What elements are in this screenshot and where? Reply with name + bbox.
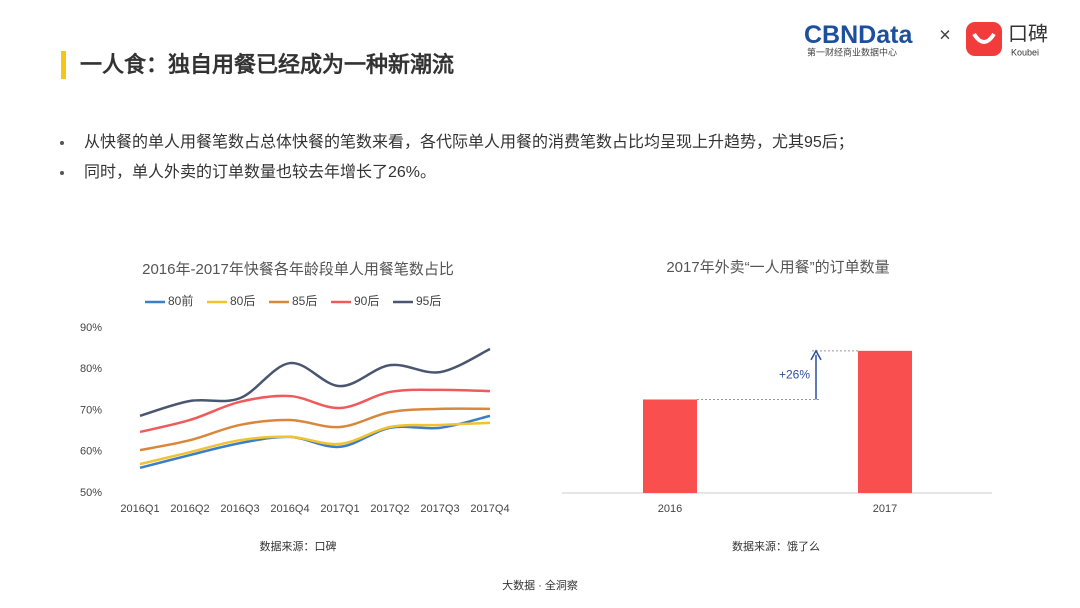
koubei-en: Koubei bbox=[1011, 47, 1039, 57]
chart-title: 2016年-2017年快餐各年龄段单人用餐笔数占比 bbox=[142, 261, 454, 278]
bar bbox=[858, 350, 912, 493]
series-line bbox=[139, 347, 491, 418]
chart-source: 数据来源：口碑 bbox=[260, 539, 337, 553]
x-tick-label: 2017Q2 bbox=[370, 503, 409, 515]
bullet-dot bbox=[60, 141, 64, 145]
bullet: 从快餐的单人用餐笔数占总体快餐的笔数来看，各代际单人用餐的消费笔数占比均呈现上升… bbox=[84, 133, 854, 151]
y-tick-label: 50% bbox=[80, 487, 102, 499]
y-tick-label: 90% bbox=[80, 322, 102, 334]
series-line bbox=[139, 421, 491, 466]
koubei-icon bbox=[966, 22, 1002, 56]
y-tick-label: 60% bbox=[80, 446, 102, 458]
y-tick-label: 80% bbox=[80, 363, 102, 375]
series-line bbox=[139, 407, 491, 452]
legend-label: 85后 bbox=[292, 294, 317, 308]
x-tick-label: 2016Q4 bbox=[270, 503, 309, 515]
bullet-dot bbox=[60, 171, 64, 175]
legend-label: 95后 bbox=[416, 294, 441, 308]
x-tick-label: 2016Q2 bbox=[170, 503, 209, 515]
annotation: +26% bbox=[779, 367, 810, 381]
chart-source: 数据来源：饿了么 bbox=[732, 539, 820, 553]
cbn-logo: CBNData bbox=[804, 21, 913, 49]
y-tick-label: 70% bbox=[80, 404, 102, 416]
x-tick-label: 2017Q3 bbox=[420, 503, 459, 515]
chart-title: 2017年外卖“一人用餐”的订单数量 bbox=[666, 259, 889, 276]
koubei-logo: 口碑 bbox=[1008, 22, 1048, 45]
x-tick-label: 2017Q1 bbox=[320, 503, 359, 515]
cbn-logo-b: Data bbox=[858, 21, 913, 49]
x-tick-label: 2017 bbox=[873, 503, 897, 515]
x-tick-label: 2016Q1 bbox=[120, 503, 159, 515]
title-accent bbox=[61, 51, 66, 79]
arrow-head bbox=[810, 349, 822, 361]
bullet: 同时，单人外卖的订单数量也较去年增长了26%。 bbox=[84, 163, 436, 181]
koubei-smile bbox=[972, 32, 996, 44]
series-line bbox=[139, 414, 491, 470]
legend-label: 80后 bbox=[230, 294, 255, 308]
slide-title: 一人食：独自用餐已经成为一种新潮流 bbox=[80, 52, 454, 77]
footer: 大数据 · 全洞察 bbox=[502, 578, 578, 592]
legend-label: 90后 bbox=[354, 294, 379, 308]
legend-label: 80前 bbox=[168, 293, 193, 308]
x-tick-label: 2017Q4 bbox=[470, 503, 509, 515]
times: × bbox=[939, 24, 951, 46]
cbn-sub: 第一财经商业数据中心 bbox=[807, 46, 897, 57]
x-tick-label: 2016Q3 bbox=[220, 503, 259, 515]
cbn-logo-a: CBN bbox=[804, 21, 858, 49]
bar bbox=[643, 399, 697, 493]
series-line bbox=[139, 388, 491, 434]
x-tick-label: 2016 bbox=[658, 503, 682, 515]
